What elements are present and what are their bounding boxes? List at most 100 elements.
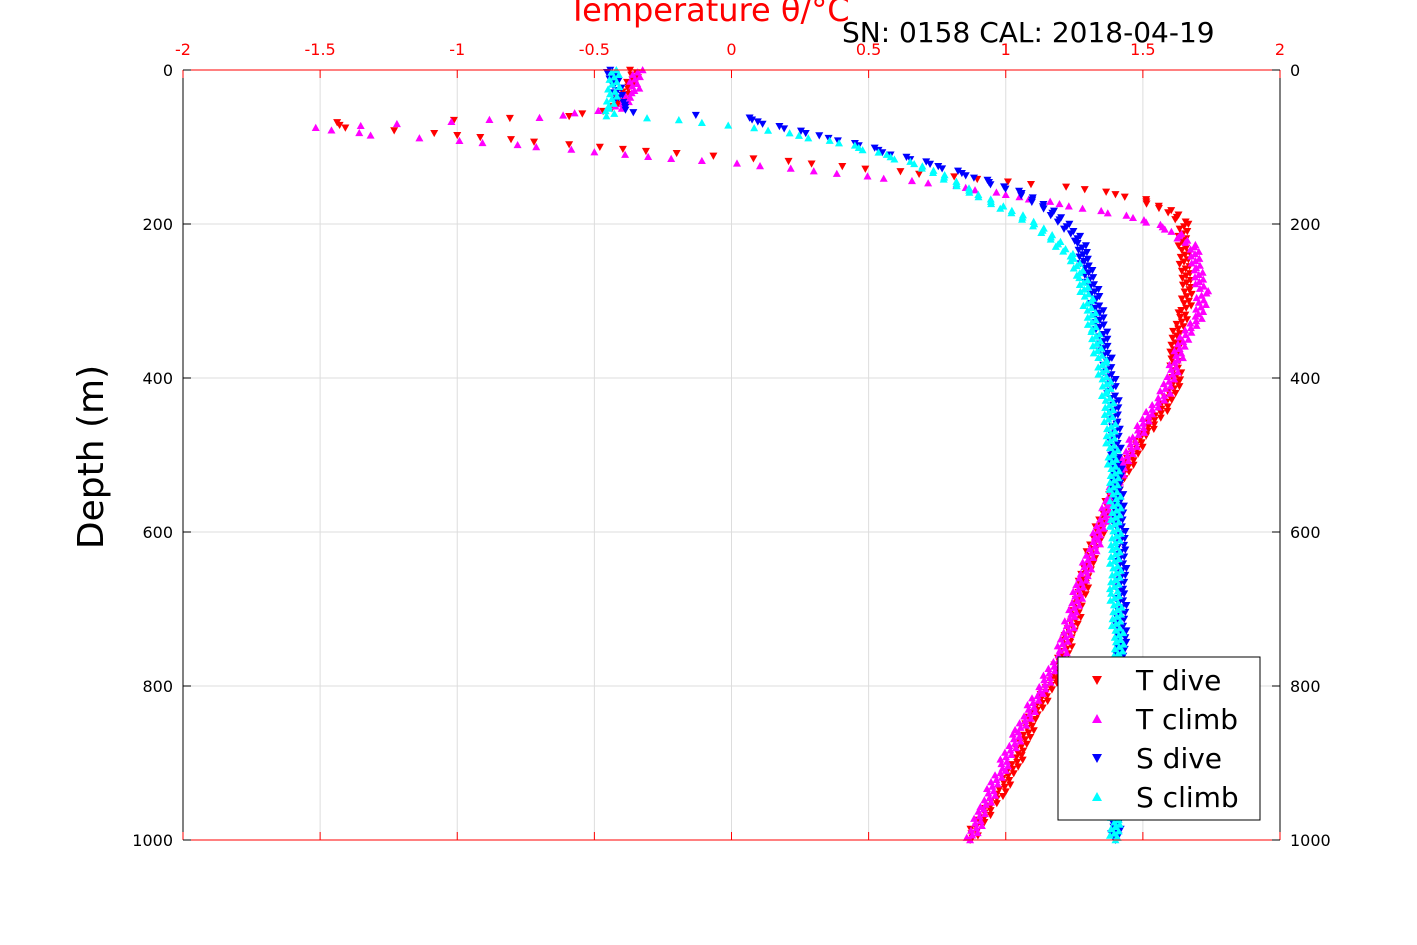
y-tick-label-left: 600 bbox=[142, 523, 173, 542]
data-point bbox=[1199, 282, 1208, 290]
data-point bbox=[1113, 446, 1122, 454]
data-point bbox=[1062, 183, 1071, 191]
data-point bbox=[1183, 228, 1192, 236]
data-point bbox=[1174, 309, 1183, 317]
legend-label: T dive bbox=[1135, 664, 1221, 697]
data-point bbox=[952, 182, 961, 190]
y-axis-label: Depth (m) bbox=[71, 365, 112, 549]
data-point bbox=[672, 149, 681, 158]
data-point bbox=[1099, 321, 1108, 329]
data-point bbox=[1119, 622, 1128, 630]
data-point bbox=[1095, 302, 1104, 310]
data-point bbox=[1091, 308, 1100, 317]
data-point bbox=[833, 137, 842, 145]
data-point bbox=[1182, 279, 1191, 287]
data-point bbox=[1164, 209, 1173, 217]
data-point bbox=[618, 91, 627, 100]
data-point bbox=[1034, 696, 1043, 704]
data-point bbox=[1033, 691, 1042, 700]
data-point bbox=[1087, 327, 1096, 335]
data-point bbox=[1112, 543, 1121, 551]
data-point bbox=[1187, 328, 1196, 336]
data-point bbox=[1093, 346, 1102, 354]
data-point bbox=[1095, 309, 1104, 317]
data-point bbox=[1079, 278, 1088, 286]
data-point bbox=[1101, 396, 1110, 404]
data-point bbox=[1182, 272, 1191, 280]
data-point bbox=[950, 173, 959, 181]
data-point bbox=[366, 131, 375, 139]
data-point bbox=[1122, 627, 1131, 635]
data-point bbox=[614, 70, 623, 79]
data-point bbox=[1180, 288, 1189, 296]
data-point bbox=[991, 771, 1000, 779]
data-point bbox=[355, 128, 364, 137]
data-point bbox=[1016, 737, 1025, 745]
data-point bbox=[1089, 553, 1098, 562]
data-point bbox=[1163, 403, 1172, 411]
data-point bbox=[1007, 209, 1016, 217]
data-point bbox=[1098, 368, 1107, 376]
data-point bbox=[1073, 240, 1082, 248]
data-point bbox=[1110, 582, 1119, 590]
data-point bbox=[1027, 198, 1036, 206]
data-point bbox=[1107, 552, 1116, 560]
data-point bbox=[1060, 225, 1069, 233]
data-point bbox=[1113, 561, 1122, 570]
data-point bbox=[1114, 454, 1123, 462]
data-point bbox=[1120, 590, 1129, 598]
data-point bbox=[1163, 407, 1172, 416]
data-point bbox=[972, 824, 981, 832]
data-point bbox=[1117, 523, 1126, 531]
data-point bbox=[996, 755, 1005, 763]
data-point bbox=[1087, 318, 1096, 326]
data-point bbox=[1028, 694, 1037, 702]
data-point bbox=[1059, 247, 1068, 255]
data-point bbox=[1134, 430, 1143, 439]
x-tick-label: 0 bbox=[726, 40, 736, 59]
legend-label: S dive bbox=[1136, 742, 1222, 775]
data-point bbox=[1175, 225, 1184, 233]
data-point bbox=[1079, 583, 1088, 591]
data-point bbox=[1191, 280, 1200, 288]
data-point bbox=[1160, 391, 1169, 399]
data-point bbox=[567, 145, 576, 153]
data-point bbox=[1022, 740, 1031, 748]
data-point bbox=[1190, 266, 1199, 274]
data-point bbox=[1105, 443, 1114, 452]
data-point bbox=[335, 121, 344, 130]
legend-marker bbox=[1092, 754, 1102, 763]
data-point bbox=[801, 129, 810, 138]
data-point bbox=[674, 116, 683, 124]
data-point bbox=[1105, 401, 1114, 409]
data-point bbox=[1154, 403, 1163, 411]
data-point bbox=[1107, 541, 1116, 549]
data-point bbox=[1114, 474, 1123, 482]
data-point bbox=[476, 134, 485, 142]
data-point bbox=[1102, 379, 1111, 388]
data-point bbox=[621, 106, 630, 114]
data-point bbox=[1115, 536, 1124, 544]
data-point bbox=[1184, 297, 1193, 305]
data-point bbox=[1121, 546, 1130, 554]
data-point bbox=[644, 152, 653, 160]
data-point bbox=[976, 817, 985, 825]
data-point bbox=[1180, 223, 1189, 231]
data-point bbox=[1115, 624, 1124, 632]
data-point bbox=[1109, 608, 1118, 616]
ticks: -2 -1.5 -1 -0.5 0 0.5 1 1.5 20200400600800100002… bbox=[132, 40, 1330, 850]
data-point bbox=[1051, 242, 1060, 250]
data-point bbox=[1090, 288, 1099, 296]
data-point bbox=[1050, 667, 1059, 675]
data-point bbox=[1106, 596, 1115, 604]
data-point bbox=[1066, 257, 1075, 265]
data-point bbox=[453, 131, 462, 140]
data-point bbox=[1201, 300, 1210, 309]
data-point bbox=[610, 109, 619, 117]
data-point bbox=[1094, 353, 1103, 362]
data-point bbox=[1166, 348, 1175, 356]
data-point bbox=[1181, 330, 1190, 339]
data-point bbox=[1045, 669, 1054, 677]
data-point bbox=[1122, 601, 1131, 610]
legend-marker bbox=[1092, 714, 1102, 723]
